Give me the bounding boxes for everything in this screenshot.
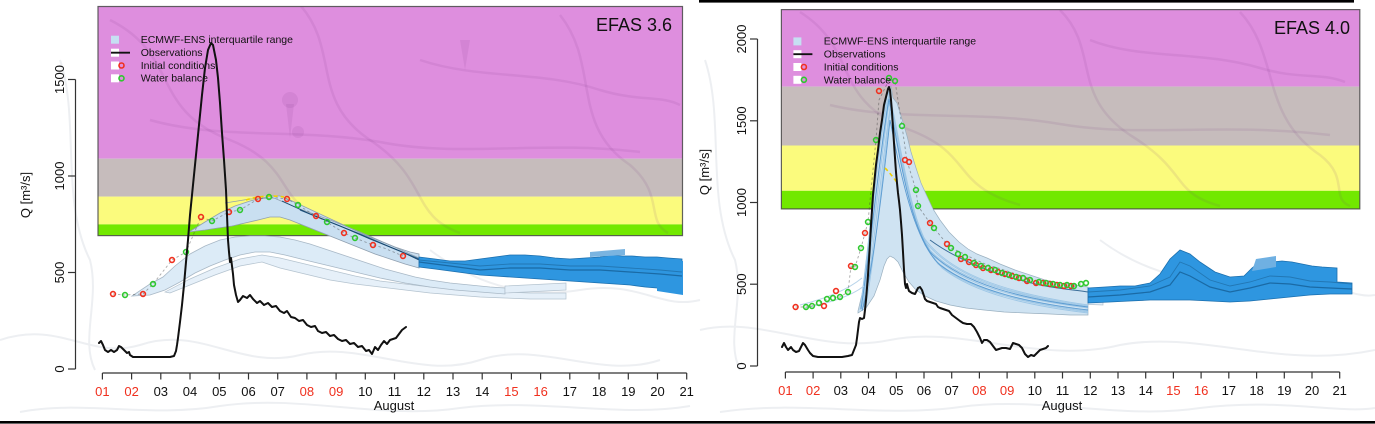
svg-text:August: August xyxy=(374,398,415,413)
svg-text:500: 500 xyxy=(734,273,749,295)
svg-text:Observations: Observations xyxy=(824,49,886,61)
svg-text:03: 03 xyxy=(834,383,848,398)
svg-text:07: 07 xyxy=(944,383,958,398)
svg-text:15: 15 xyxy=(1166,383,1180,398)
svg-text:10: 10 xyxy=(1028,383,1042,398)
svg-text:Initial conditions: Initial conditions xyxy=(141,60,216,72)
svg-text:Water balance: Water balance xyxy=(141,73,208,85)
svg-text:EFAS 3.6: EFAS 3.6 xyxy=(596,15,672,35)
svg-text:15: 15 xyxy=(504,384,518,399)
svg-text:08: 08 xyxy=(300,384,314,399)
svg-text:16: 16 xyxy=(533,384,547,399)
svg-text:Initial conditions: Initial conditions xyxy=(824,62,899,74)
svg-text:13: 13 xyxy=(1111,383,1125,398)
svg-text:05: 05 xyxy=(212,384,226,399)
svg-text:20: 20 xyxy=(1305,383,1319,398)
svg-text:16: 16 xyxy=(1194,383,1208,398)
svg-text:1500: 1500 xyxy=(734,106,749,135)
svg-text:11: 11 xyxy=(1056,383,1070,398)
svg-text:1500: 1500 xyxy=(52,65,67,94)
svg-text:11: 11 xyxy=(388,384,402,399)
svg-text:17: 17 xyxy=(1222,383,1236,398)
svg-text:04: 04 xyxy=(861,383,875,398)
svg-text:09: 09 xyxy=(1000,383,1014,398)
svg-text:02: 02 xyxy=(124,384,138,399)
svg-text:18: 18 xyxy=(592,384,606,399)
svg-text:Q [m³/s]: Q [m³/s] xyxy=(697,149,712,195)
svg-text:01: 01 xyxy=(95,384,109,399)
svg-text:1000: 1000 xyxy=(734,188,749,217)
svg-text:03: 03 xyxy=(154,384,168,399)
svg-text:0: 0 xyxy=(734,362,749,369)
svg-text:01: 01 xyxy=(778,383,792,398)
svg-text:07: 07 xyxy=(270,384,284,399)
svg-text:19: 19 xyxy=(1277,383,1291,398)
svg-text:12: 12 xyxy=(1083,383,1097,398)
svg-text:08: 08 xyxy=(972,383,986,398)
svg-text:2000: 2000 xyxy=(734,25,749,54)
svg-text:Q [m³/s]: Q [m³/s] xyxy=(18,172,33,218)
svg-text:06: 06 xyxy=(241,384,255,399)
svg-text:500: 500 xyxy=(52,262,67,284)
svg-text:20: 20 xyxy=(650,384,664,399)
svg-text:ECMWF-ENS interquartile range: ECMWF-ENS interquartile range xyxy=(824,36,976,48)
svg-text:02: 02 xyxy=(806,383,820,398)
svg-text:17: 17 xyxy=(563,384,577,399)
svg-text:19: 19 xyxy=(621,384,635,399)
svg-text:1000: 1000 xyxy=(52,162,67,191)
svg-text:21: 21 xyxy=(1332,383,1346,398)
svg-text:09: 09 xyxy=(329,384,343,399)
svg-text:14: 14 xyxy=(1138,383,1152,398)
svg-text:10: 10 xyxy=(358,384,372,399)
svg-text:0: 0 xyxy=(52,365,67,372)
svg-text:Water balance: Water balance xyxy=(824,74,891,86)
svg-text:06: 06 xyxy=(917,383,931,398)
svg-text:Observations: Observations xyxy=(141,47,203,59)
svg-text:04: 04 xyxy=(183,384,197,399)
svg-text:21: 21 xyxy=(679,384,693,399)
svg-text:August: August xyxy=(1042,398,1083,413)
svg-text:18: 18 xyxy=(1249,383,1263,398)
svg-text:14: 14 xyxy=(475,384,489,399)
svg-text:05: 05 xyxy=(889,383,903,398)
svg-text:EFAS 4.0: EFAS 4.0 xyxy=(1274,18,1350,38)
svg-text:13: 13 xyxy=(446,384,460,399)
svg-text:ECMWF-ENS interquartile range: ECMWF-ENS interquartile range xyxy=(141,34,293,46)
svg-text:12: 12 xyxy=(417,384,431,399)
